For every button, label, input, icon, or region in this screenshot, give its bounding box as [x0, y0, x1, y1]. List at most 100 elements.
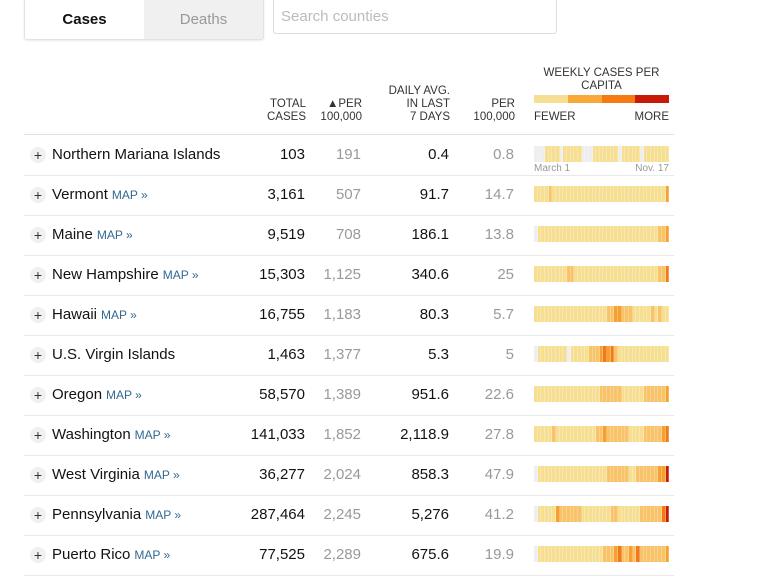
expand-icon[interactable]: +: [30, 187, 46, 203]
heat-week: [654, 546, 659, 562]
header-divider: [24, 134, 674, 135]
state-name-text: Oregon: [52, 386, 103, 403]
heat-week: [566, 226, 571, 242]
expand-icon[interactable]: +: [30, 147, 46, 163]
table-row[interactable]: + New Hampshire MAP » 15,303 1,125 340.6 …: [24, 255, 674, 296]
heat-week: [658, 546, 662, 562]
heat-week: [654, 426, 659, 442]
heat-week: [555, 386, 560, 402]
table-row[interactable]: + Northern Mariana Islands 103 191 0.4 0…: [24, 135, 674, 176]
heat-week: [534, 426, 538, 442]
table-row[interactable]: + Hawaii MAP » 16,755 1,183 80.3 5.7: [24, 295, 674, 336]
header-per-100k-sorted[interactable]: ▲PER 100,000: [320, 98, 362, 124]
table-row[interactable]: + Oregon MAP » 58,570 1,389 951.6 22.6: [24, 375, 674, 416]
map-link[interactable]: MAP »: [101, 308, 137, 322]
map-link[interactable]: MAP »: [134, 548, 171, 562]
heat-week: [614, 306, 619, 322]
tab-deaths[interactable]: Deaths: [144, 0, 263, 39]
heat-week: [599, 266, 604, 282]
header-total-cases[interactable]: TOTAL CASES: [267, 98, 306, 124]
heat-week: [541, 466, 545, 482]
heat-week: [552, 546, 556, 562]
heat-week: [651, 266, 655, 282]
table-row[interactable]: + Pennsylvania MAP » 287,464 2,245 5,276 …: [24, 495, 674, 536]
expand-icon[interactable]: +: [30, 307, 46, 323]
heat-week: [588, 306, 593, 322]
heat-week: [559, 346, 564, 362]
table-row[interactable]: + Washington MAP » 141,033 1,852 2,118.9 …: [24, 415, 674, 456]
table-row[interactable]: + Vermont MAP » 3,161 507 91.7 14.7: [24, 175, 674, 216]
heat-week: [643, 226, 648, 242]
heat-week: [541, 506, 545, 522]
heat-week: [544, 226, 549, 242]
state-name-text: Vermont: [52, 186, 108, 203]
search-counties-input[interactable]: [273, 0, 557, 34]
heat-week: [599, 506, 604, 522]
heat-week: [585, 546, 589, 562]
heat-week: [647, 426, 651, 442]
heat-week: [654, 506, 659, 522]
legend-swatch: [567, 95, 602, 103]
map-link[interactable]: MAP »: [111, 188, 148, 202]
heat-week: [603, 506, 608, 522]
heat-week: [552, 346, 556, 362]
tab-cases[interactable]: Cases: [25, 0, 144, 39]
heat-week: [625, 386, 630, 402]
header-daily-avg[interactable]: DAILY AVG. IN LAST 7 DAYS: [389, 85, 450, 124]
heat-week: [654, 146, 659, 162]
header-daily-per-100k[interactable]: PER 100,000: [473, 98, 515, 124]
table-row[interactable]: + Maine MAP » 9,519 708 186.1 13.8: [24, 215, 674, 256]
heat-week: [570, 386, 575, 402]
heat-week: [537, 546, 542, 562]
weekly-heatmap: [534, 346, 670, 362]
heat-week: [665, 386, 670, 402]
heat-week: [643, 146, 648, 162]
header-line: TOTAL: [270, 98, 306, 110]
expand-icon[interactable]: +: [30, 547, 46, 563]
map-link[interactable]: MAP »: [145, 508, 182, 522]
state-name-text: Pennsylvania: [52, 506, 142, 523]
heat-week: [603, 546, 608, 562]
state-name: Washington MAP »: [52, 426, 170, 443]
heat-week: [614, 386, 619, 402]
heat-week: [610, 546, 615, 562]
heat-week: [537, 266, 542, 282]
table-row[interactable]: + Puerto Rico MAP » 77,525 2,289 675.6 19…: [24, 535, 674, 576]
heat-week: [658, 266, 662, 282]
map-link[interactable]: MAP »: [162, 268, 199, 282]
expand-icon[interactable]: +: [30, 507, 46, 523]
expand-icon[interactable]: +: [30, 427, 46, 443]
heat-week: [559, 506, 564, 522]
daily-per-100k: 14.7: [484, 186, 514, 203]
map-link[interactable]: MAP »: [96, 228, 133, 242]
heat-week: [603, 266, 608, 282]
total-cases: 36,277: [259, 466, 305, 483]
heat-week: [585, 186, 589, 202]
heat-week: [658, 146, 662, 162]
weekly-heatmap: [534, 226, 670, 242]
heat-week: [661, 226, 666, 242]
heat-week: [621, 386, 626, 402]
expand-icon[interactable]: +: [30, 347, 46, 363]
map-link[interactable]: MAP »: [143, 468, 180, 482]
map-link[interactable]: MAP »: [134, 428, 171, 442]
expand-icon[interactable]: +: [30, 467, 46, 483]
expand-icon[interactable]: +: [30, 267, 46, 283]
expand-icon[interactable]: +: [30, 227, 46, 243]
table-row[interactable]: + U.S. Virgin Islands 1,463 1,377 5.3 5: [24, 335, 674, 376]
heat-week: [665, 186, 670, 202]
heat-week: [544, 186, 549, 202]
table-row[interactable]: + West Virginia MAP » 36,277 2,024 858.3 …: [24, 455, 674, 496]
heat-week: [566, 426, 571, 442]
heat-week: [537, 226, 542, 242]
daily-per-100k: 0.8: [493, 146, 514, 163]
heat-week: [534, 506, 538, 522]
heat-week: [577, 346, 582, 362]
weekly-heatmap: [534, 186, 670, 202]
map-link[interactable]: MAP »: [106, 388, 142, 402]
heat-week: [661, 466, 666, 482]
heat-week: [570, 466, 575, 482]
expand-icon[interactable]: +: [30, 387, 46, 403]
heat-week: [592, 186, 597, 202]
heat-week: [555, 506, 560, 522]
